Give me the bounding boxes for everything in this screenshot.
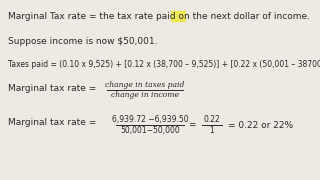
Bar bbox=[171, 11, 185, 21]
Text: 1: 1 bbox=[210, 126, 214, 135]
Text: =: = bbox=[188, 120, 196, 129]
Text: Marginal tax rate =: Marginal tax rate = bbox=[8, 118, 96, 127]
Text: = 0.22 or 22%: = 0.22 or 22% bbox=[228, 120, 293, 129]
Text: change in taxes paid: change in taxes paid bbox=[105, 81, 185, 89]
Text: change in income: change in income bbox=[111, 91, 179, 99]
Text: 0.22: 0.22 bbox=[204, 115, 220, 124]
Text: Marginal Tax rate = the tax rate paid on the next dollar of income.: Marginal Tax rate = the tax rate paid on… bbox=[8, 12, 310, 21]
Text: Suppose income is now $50,001.: Suppose income is now $50,001. bbox=[8, 37, 157, 46]
Text: Marginal tax rate =: Marginal tax rate = bbox=[8, 84, 96, 93]
Text: Taxes paid = (0.10 x 9,525) + [0.12 x (38,700 – 9,525)] + [0.22 x (50,001 – 3870: Taxes paid = (0.10 x 9,525) + [0.12 x (3… bbox=[8, 60, 320, 69]
Text: 6,939.72 −6,939.50: 6,939.72 −6,939.50 bbox=[112, 115, 188, 124]
Text: 50,001−50,000: 50,001−50,000 bbox=[120, 126, 180, 135]
